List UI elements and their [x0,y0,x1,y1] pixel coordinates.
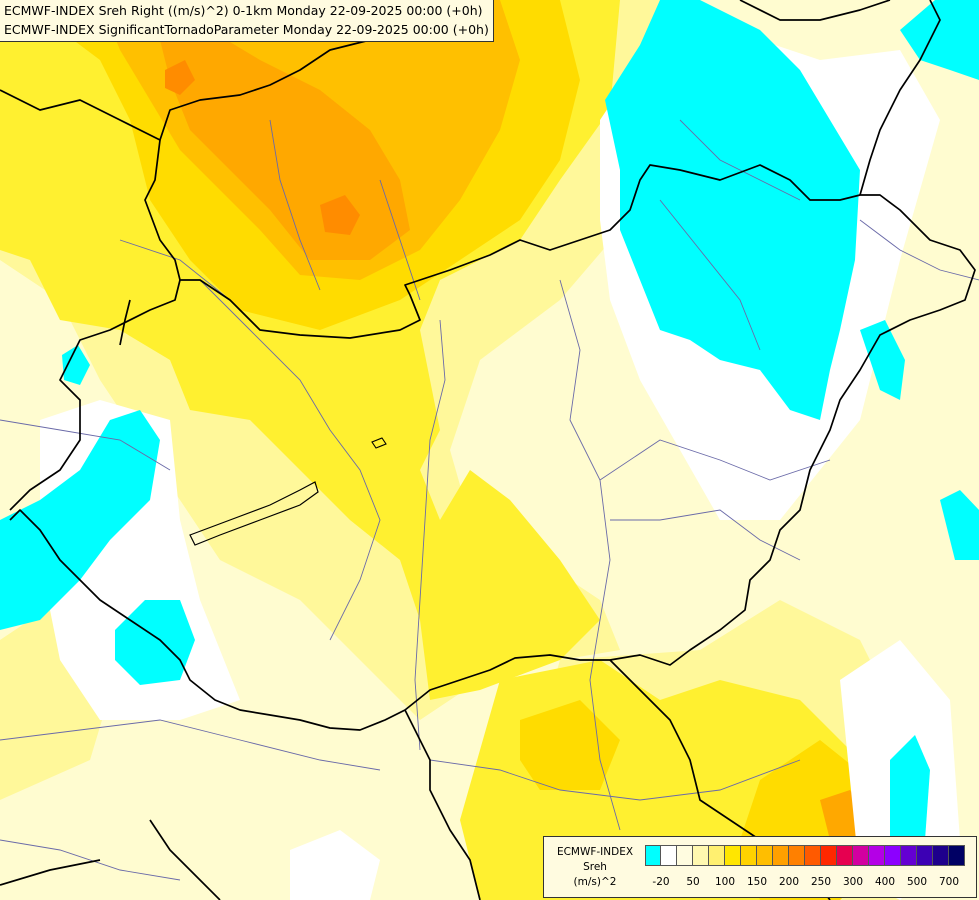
river [679,119,801,201]
legend-swatch [933,845,949,866]
lake-outline [371,437,387,449]
river [0,839,181,881]
river [859,219,979,281]
river [659,199,761,351]
legend-swatch [869,845,885,866]
legend-tick-label: 250 [810,876,832,888]
legend-swatch [853,845,869,866]
legend-swatch [885,845,901,866]
legend-model: ECMWF-INDEX [556,846,634,858]
river [199,279,381,641]
legend-tick-label: 300 [842,876,864,888]
legend-swatch [693,845,709,866]
legend-swatch [837,845,853,866]
legend-swatch [773,845,789,866]
river [119,239,231,301]
field-cyan-west [0,410,160,630]
river-network [0,119,979,881]
river [559,279,621,831]
legend-swatch [821,845,837,866]
river [599,439,831,481]
field-deep-orange-n [165,60,195,95]
legend-swatch [741,845,757,866]
legend-swatches [645,845,965,866]
legend-swatch [725,845,741,866]
legend-unit: (m/s)^2 [573,876,617,888]
legend-tick-label: 700 [938,876,960,888]
legend-tick-label: 50 [686,876,700,888]
border-line [149,819,221,900]
river [429,759,801,801]
legend-swatch [709,845,725,866]
field-cyan-e [940,490,979,560]
legend-swatch [677,845,693,866]
legend-tick-label: -20 [652,876,670,888]
legend-swatch [789,845,805,866]
legend-swatch [661,845,677,866]
field-cyan-ne2 [860,320,905,400]
field-cyan-w3 [62,345,90,385]
field-deep-orange [320,195,360,235]
legend-swatch [917,845,933,866]
legend-tick-label: 150 [746,876,768,888]
legend-swatch [757,845,773,866]
river [610,509,801,561]
legend-text: ECMWF-INDEX Sreh (m/s)^2 [548,845,642,890]
border-line [9,139,976,731]
legend-swatch [901,845,917,866]
legend-swatch [949,845,965,866]
legend-parameter: Sreh [583,861,607,873]
legend-tick-label: 100 [714,876,736,888]
river [269,119,321,291]
field-cyan-ne [900,0,979,80]
field-cyan-east [605,0,860,420]
legend-tick-label: 400 [874,876,896,888]
legend-swatch [645,845,661,866]
river [0,419,171,471]
border-line [9,279,181,511]
title-line-2: ECMWF-INDEX SignificantTornadoParameter … [4,22,489,37]
river [0,719,381,771]
title-line-1: ECMWF-INDEX Sreh Right ((m/s)^2) 0-1km M… [4,3,483,18]
border-line [0,859,101,886]
legend-swatch [805,845,821,866]
field-cyan-w2 [115,600,195,685]
border-line [859,0,941,196]
border-line [119,299,131,346]
legend-ticks: -20 50 100 150 200 250 300 400 500 700 [645,876,973,890]
lake-outline [189,481,319,546]
color-legend: ECMWF-INDEX Sreh (m/s)^2 -20 50 100 150 200 2… [543,836,977,898]
border-line [739,0,891,21]
legend-tick-label: 200 [778,876,800,888]
legend-tick-label: 500 [906,876,928,888]
border-line [404,709,481,900]
field-white-s [290,830,380,900]
river [414,319,446,751]
map-title: ECMWF-INDEX Sreh Right ((m/s)^2) 0-1km M… [0,0,494,42]
river [379,179,421,301]
